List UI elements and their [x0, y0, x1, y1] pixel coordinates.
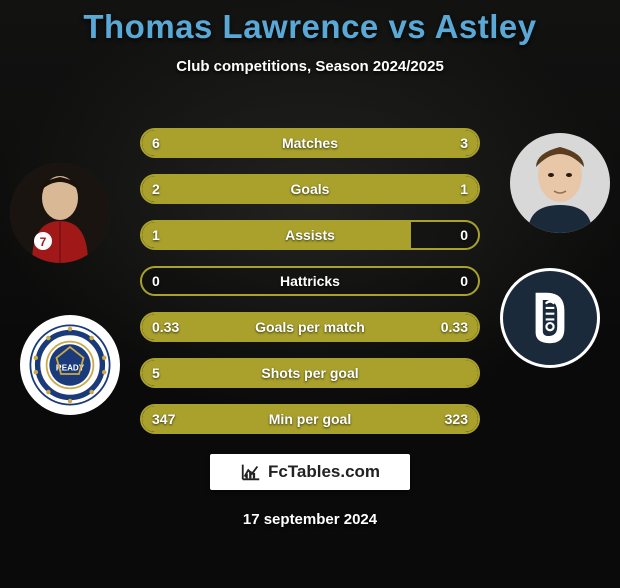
club-right-badge — [500, 268, 600, 368]
stat-label: Goals per match — [255, 319, 365, 335]
stat-value-right: 0 — [460, 273, 468, 289]
stat-value-left: 5 — [152, 365, 160, 381]
stat-value-right: 1 — [460, 181, 468, 197]
svg-text:7: 7 — [40, 235, 47, 249]
stat-row: 2 Goals 1 — [140, 174, 480, 204]
stat-label: Hattricks — [280, 273, 340, 289]
club-left-badge: READY — [20, 315, 120, 415]
stat-value-left: 0.33 — [152, 319, 179, 335]
stat-row: 5 Shots per goal — [140, 358, 480, 388]
stat-label: Matches — [282, 135, 338, 151]
player-left-image: 7 — [10, 163, 110, 263]
stat-value-left: 0 — [152, 273, 160, 289]
player-right-avatar — [510, 133, 610, 233]
stat-row: 0 Hattricks 0 — [140, 266, 480, 296]
stat-value-right: 3 — [460, 135, 468, 151]
subtitle: Club competitions, Season 2024/2025 — [0, 58, 620, 75]
stat-row: 347 Min per goal 323 — [140, 404, 480, 434]
stat-row: 1 Assists 0 — [140, 220, 480, 250]
stat-value-left: 347 — [152, 411, 175, 427]
stat-value-right: 0 — [460, 227, 468, 243]
player-right-image — [510, 133, 610, 233]
branding-badge: FcTables.com — [210, 454, 410, 490]
stat-value-left: 1 — [152, 227, 160, 243]
stat-value-left: 2 — [152, 181, 160, 197]
stat-label: Shots per goal — [261, 365, 358, 381]
stat-label: Min per goal — [269, 411, 351, 427]
stat-value-right: 0.33 — [441, 319, 468, 335]
stat-label: Goals — [291, 181, 330, 197]
stats-container: 6 Matches 3 2 Goals 1 1 Assists 0 0 Hattricks 0 0.33… — [140, 128, 480, 450]
stat-value-left: 6 — [152, 135, 160, 151]
player-left-avatar: 7 — [10, 163, 110, 263]
rangers-crest-icon: READY — [25, 320, 115, 410]
chart-icon — [240, 461, 262, 483]
stat-value-right: 323 — [445, 411, 468, 427]
stat-label: Assists — [285, 227, 335, 243]
stat-row: 0.33 Goals per match 0.33 — [140, 312, 480, 342]
stat-row: 6 Matches 3 — [140, 128, 480, 158]
page-title: Thomas Lawrence vs Astley — [0, 8, 620, 46]
stat-bar-left — [142, 176, 364, 202]
dundee-crest-icon — [514, 282, 586, 354]
branding-text: FcTables.com — [268, 462, 380, 482]
stat-bar-left — [142, 222, 411, 248]
date-text: 17 september 2024 — [243, 511, 377, 528]
